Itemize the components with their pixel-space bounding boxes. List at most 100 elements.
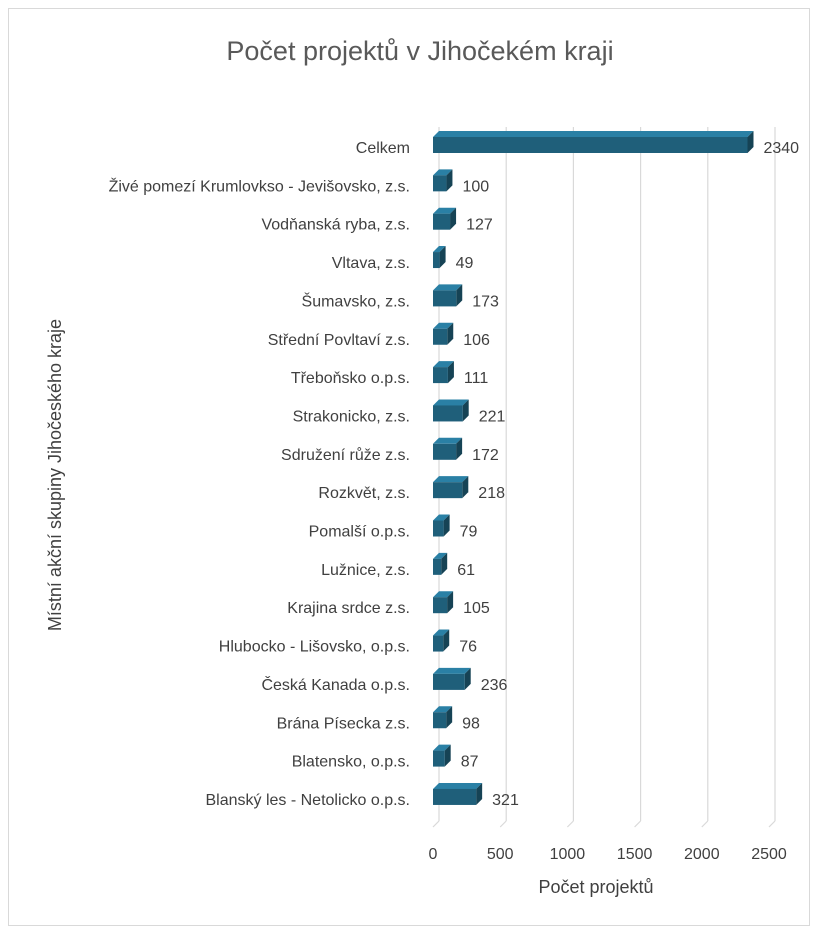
- bar-14: [433, 667, 471, 690]
- x-tick-2500: 2500: [751, 846, 787, 863]
- category-label-16: Blatensko, o.p.s.: [292, 754, 410, 771]
- value-label-2: 127: [466, 217, 493, 234]
- bar-top: [433, 207, 457, 214]
- bar-front: [433, 213, 451, 230]
- category-label-14: Česká Kanada o.p.s.: [261, 675, 410, 694]
- value-label-5: 106: [463, 332, 490, 349]
- value-label-7: 221: [479, 408, 506, 425]
- value-label-15: 98: [462, 715, 480, 732]
- bar-top: [433, 437, 463, 444]
- x-tick-1500: 1500: [617, 846, 653, 863]
- x-tick-0: 0: [429, 846, 438, 863]
- chart-title: Počet projektů v Jihočekém kraji: [226, 36, 613, 66]
- bar-front: [433, 750, 445, 767]
- category-label-11: Lužnice, z.s.: [321, 562, 410, 579]
- category-label-13: Hlubocko - Lišovsko, o.p.s.: [219, 639, 410, 656]
- category-labels: Celkem Živé pomezí Krumlovkso - Jevišovsk…: [109, 140, 410, 809]
- bar-front: [433, 290, 457, 307]
- gridline-foot-0: [432, 820, 440, 828]
- gridline-foot-1000: [566, 820, 574, 828]
- bar-top: [433, 591, 454, 598]
- x-tick-labels: 0 500 1000 1500 2000 2500: [429, 846, 787, 863]
- bar-front: [433, 328, 448, 345]
- bar-9: [433, 476, 469, 499]
- bar-front: [433, 443, 457, 460]
- bar-top: [433, 629, 450, 636]
- category-label-2: Vodňanská ryba, z.s.: [261, 217, 410, 234]
- gridlines: [432, 127, 776, 828]
- bar-front: [433, 788, 477, 805]
- bar-top: [433, 284, 463, 291]
- bar-front: [433, 367, 448, 384]
- bar-front: [433, 482, 463, 499]
- bar-16: [433, 744, 451, 767]
- value-label-16: 87: [461, 754, 479, 771]
- bar-side: [447, 322, 454, 345]
- value-label-10: 79: [460, 524, 478, 541]
- bar-side: [462, 399, 469, 422]
- bar-3: [433, 246, 446, 269]
- gridline-foot-2000: [701, 820, 709, 828]
- gridline-foot-1500: [634, 820, 642, 828]
- value-labels: 2340 100 127 49 173 106 111 221 172 218 79 61 105 76 2…: [456, 140, 800, 809]
- category-label-7: Strakonicko, z.s.: [293, 408, 410, 425]
- bar-17: [433, 782, 483, 805]
- value-label-8: 172: [472, 447, 499, 464]
- x-axis-title: Počet projektů: [538, 877, 653, 897]
- gridline-foot-500: [499, 820, 507, 828]
- bar-side: [443, 514, 450, 537]
- bar-front: [433, 175, 447, 192]
- category-label-12: Krajina srdce z.s.: [287, 600, 410, 617]
- bar-side: [456, 437, 463, 460]
- bar-12: [433, 591, 454, 614]
- bar-top: [433, 667, 471, 674]
- bar-side: [456, 284, 463, 307]
- bar-top: [433, 476, 469, 483]
- bar-0: [433, 131, 754, 153]
- bar-13: [433, 629, 450, 652]
- value-label-13: 76: [459, 639, 477, 656]
- bar-side: [444, 744, 451, 767]
- bar-top: [433, 399, 469, 406]
- value-label-3: 49: [456, 255, 474, 272]
- value-label-9: 218: [478, 485, 505, 502]
- category-label-3: Vltava, z.s.: [332, 255, 410, 272]
- value-label-14: 236: [481, 677, 508, 694]
- bars: [433, 131, 754, 805]
- category-label-8: Sdružení růže z.s.: [281, 446, 410, 464]
- bar-side: [464, 667, 471, 690]
- value-label-0: 2340: [763, 140, 799, 157]
- bar-top: [433, 514, 450, 521]
- bar-7: [433, 399, 469, 422]
- bar-side: [446, 169, 453, 192]
- value-label-6: 111: [464, 370, 488, 387]
- bar-top: [433, 322, 454, 329]
- category-label-9: Rozkvět, z.s.: [318, 485, 410, 502]
- category-label-5: Střední Povltaví z.s.: [268, 332, 410, 349]
- bar-front: [433, 520, 444, 537]
- x-tick-2000: 2000: [684, 846, 720, 863]
- bar-2: [433, 207, 457, 230]
- gridline-foot-2500: [768, 820, 776, 828]
- bar-front: [433, 673, 465, 690]
- bar-side: [443, 629, 450, 652]
- value-label-17: 321: [492, 792, 519, 809]
- bar-side: [447, 591, 454, 614]
- bar-side: [462, 476, 469, 499]
- bar-front: [433, 405, 463, 422]
- category-label-1: Živé pomezí Krumlovkso - Jevišovsko, z.s…: [109, 176, 410, 195]
- category-label-4: Šumavsko, z.s.: [302, 291, 410, 310]
- y-axis-title: Místní akční skupiny Jihočeského kraje: [45, 319, 65, 631]
- x-tick-500: 500: [487, 846, 514, 863]
- bar-front: [433, 597, 448, 614]
- bar-5: [433, 322, 454, 345]
- bar-10: [433, 514, 450, 537]
- category-label-10: Pomalší o.p.s.: [309, 524, 410, 541]
- value-label-4: 173: [472, 293, 499, 310]
- bar-top: [433, 131, 754, 137]
- value-label-1: 100: [462, 178, 489, 195]
- category-label-15: Brána Písecka z.s.: [277, 715, 410, 732]
- bar-side: [441, 552, 448, 575]
- bar-top: [433, 169, 453, 176]
- bar-side: [450, 207, 457, 230]
